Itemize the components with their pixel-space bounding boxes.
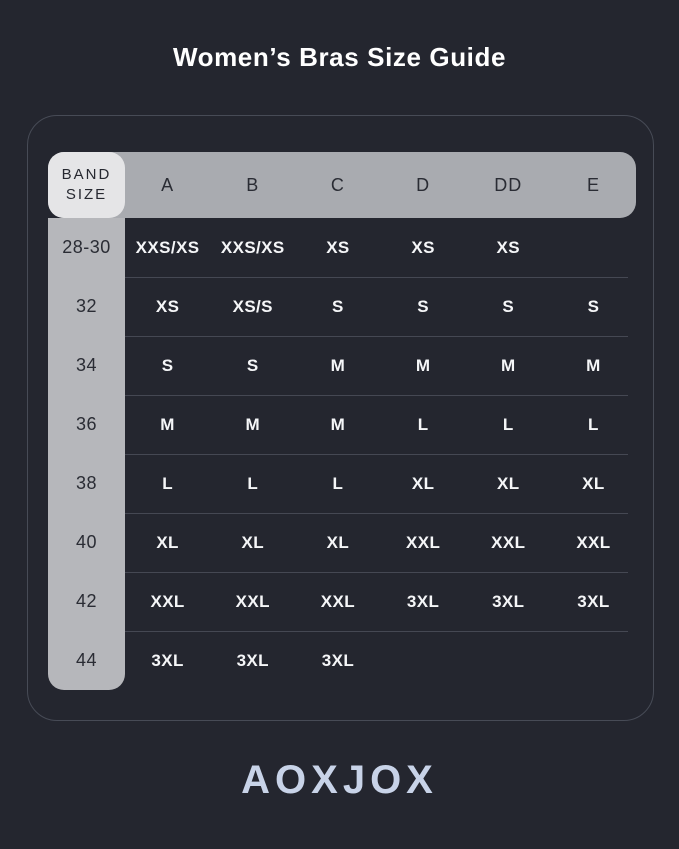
size-cell: M — [415, 355, 431, 375]
size-cell — [466, 631, 551, 690]
cup-header-a: A — [161, 174, 175, 195]
size-cell: XXL — [320, 591, 356, 611]
size-cell: S — [246, 355, 259, 375]
size-cell: XXL — [235, 591, 270, 611]
band-size-cell: 34 — [48, 336, 125, 395]
row-cells: 3XL 3XL 3XL — [125, 631, 636, 690]
size-cell: S — [417, 296, 429, 316]
table-row: 42 XXL XXL XXL 3XL 3XL 3XL — [48, 572, 636, 631]
size-cell: L — [162, 473, 173, 493]
row-cells: XS XS/S S S S S — [125, 277, 636, 336]
table-header-row: BAND SIZE A B C D DD E — [48, 152, 636, 218]
table-row: 36 M M M L L L — [48, 395, 636, 454]
size-cell: S — [587, 296, 600, 316]
size-cell: 3XL — [577, 591, 610, 611]
band-size-cell: 40 — [48, 513, 125, 572]
size-chart-table: BAND SIZE A B C D DD E 28-30 XXS/XS XXS/… — [48, 152, 636, 690]
table-row: 40 XL XL XL XXL XXL XXL — [48, 513, 636, 572]
size-cell: XL — [582, 473, 605, 493]
band-size-cell: 32 — [48, 277, 125, 336]
size-cell: L — [247, 473, 259, 493]
size-cell: M — [245, 414, 261, 434]
size-cell — [551, 631, 636, 690]
size-cell: XS — [496, 237, 521, 257]
size-cell: M — [160, 414, 175, 434]
size-cell — [381, 631, 466, 690]
size-cell: 3XL — [151, 650, 184, 670]
size-cell: XS — [411, 237, 435, 257]
size-cell: XL — [411, 473, 435, 493]
size-cell: XL — [241, 532, 265, 552]
size-cell: 3XL — [236, 650, 269, 670]
size-cell: XXL — [576, 532, 611, 552]
size-cell: S — [502, 296, 515, 316]
size-cell: XL — [326, 532, 350, 552]
row-cells: L L L XL XL XL — [125, 454, 636, 513]
cup-header-c: C — [330, 174, 345, 195]
size-cell: L — [502, 414, 514, 434]
size-cell: L — [332, 473, 344, 493]
band-size-cell: 28-30 — [48, 218, 125, 277]
row-cells: M M M L L L — [125, 395, 636, 454]
size-cell: XXL — [150, 591, 185, 611]
size-cell: XXL — [405, 532, 441, 552]
size-cell: 3XL — [406, 591, 440, 611]
row-cells: S S M M M M — [125, 336, 636, 395]
band-size-header-cell: BAND SIZE — [48, 152, 125, 218]
page-title: Women’s Bras Size Guide — [172, 42, 507, 72]
size-cell: M — [586, 355, 601, 375]
band-size-cell: 38 — [48, 454, 125, 513]
table-row: 34 S S M M M M — [48, 336, 636, 395]
size-cell: XS — [155, 296, 180, 316]
band-size-cell: 44 — [48, 631, 125, 690]
size-cell: XS — [326, 237, 350, 257]
size-chart-frame: BAND SIZE A B C D DD E 28-30 XXS/XS XXS/… — [27, 115, 654, 721]
size-cell: M — [500, 355, 516, 375]
size-cell: XXS/XS — [135, 237, 200, 257]
size-cell: L — [417, 414, 429, 434]
size-cell: L — [588, 414, 599, 434]
size-cell: XXL — [491, 532, 526, 552]
table-row: 38 L L L XL XL XL — [48, 454, 636, 513]
row-cells: XXL XXL XXL 3XL 3XL 3XL — [125, 572, 636, 631]
cup-header-e: E — [586, 174, 600, 195]
size-cell: XL — [156, 532, 179, 552]
size-cell: M — [330, 355, 346, 375]
size-cell: XL — [497, 473, 520, 493]
size-cell — [551, 218, 636, 277]
size-cell: XS/S — [232, 296, 273, 316]
band-size-cell: 42 — [48, 572, 125, 631]
cup-header-d: D — [416, 174, 431, 195]
aoxjox-brand-logo: AOXJOX — [241, 758, 438, 802]
size-cell: XXS/XS — [220, 237, 285, 257]
row-cells: XXS/XS XXS/XS XS XS XS — [125, 218, 636, 277]
cup-header-dd: DD — [494, 174, 523, 195]
row-cells: XL XL XL XXL XXL XXL — [125, 513, 636, 572]
size-cell: S — [332, 296, 344, 316]
table-row: 44 3XL 3XL 3XL — [48, 631, 636, 690]
size-cell: M — [330, 414, 346, 434]
band-size-cell: 36 — [48, 395, 125, 454]
cup-header-b: B — [246, 174, 260, 195]
size-cell: 3XL — [321, 650, 355, 670]
size-cell: 3XL — [492, 591, 525, 611]
table-row: 28-30 XXS/XS XXS/XS XS XS XS — [48, 218, 636, 277]
size-cell: S — [161, 355, 174, 375]
table-row: 32 XS XS/S S S S S — [48, 277, 636, 336]
